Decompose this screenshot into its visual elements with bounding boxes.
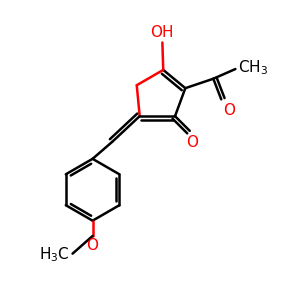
Text: H$_3$C: H$_3$C <box>39 246 70 265</box>
Text: O: O <box>87 238 99 253</box>
Text: CH$_3$: CH$_3$ <box>238 58 268 77</box>
Text: OH: OH <box>151 25 174 40</box>
Text: O: O <box>186 135 198 150</box>
Text: O: O <box>223 103 235 118</box>
